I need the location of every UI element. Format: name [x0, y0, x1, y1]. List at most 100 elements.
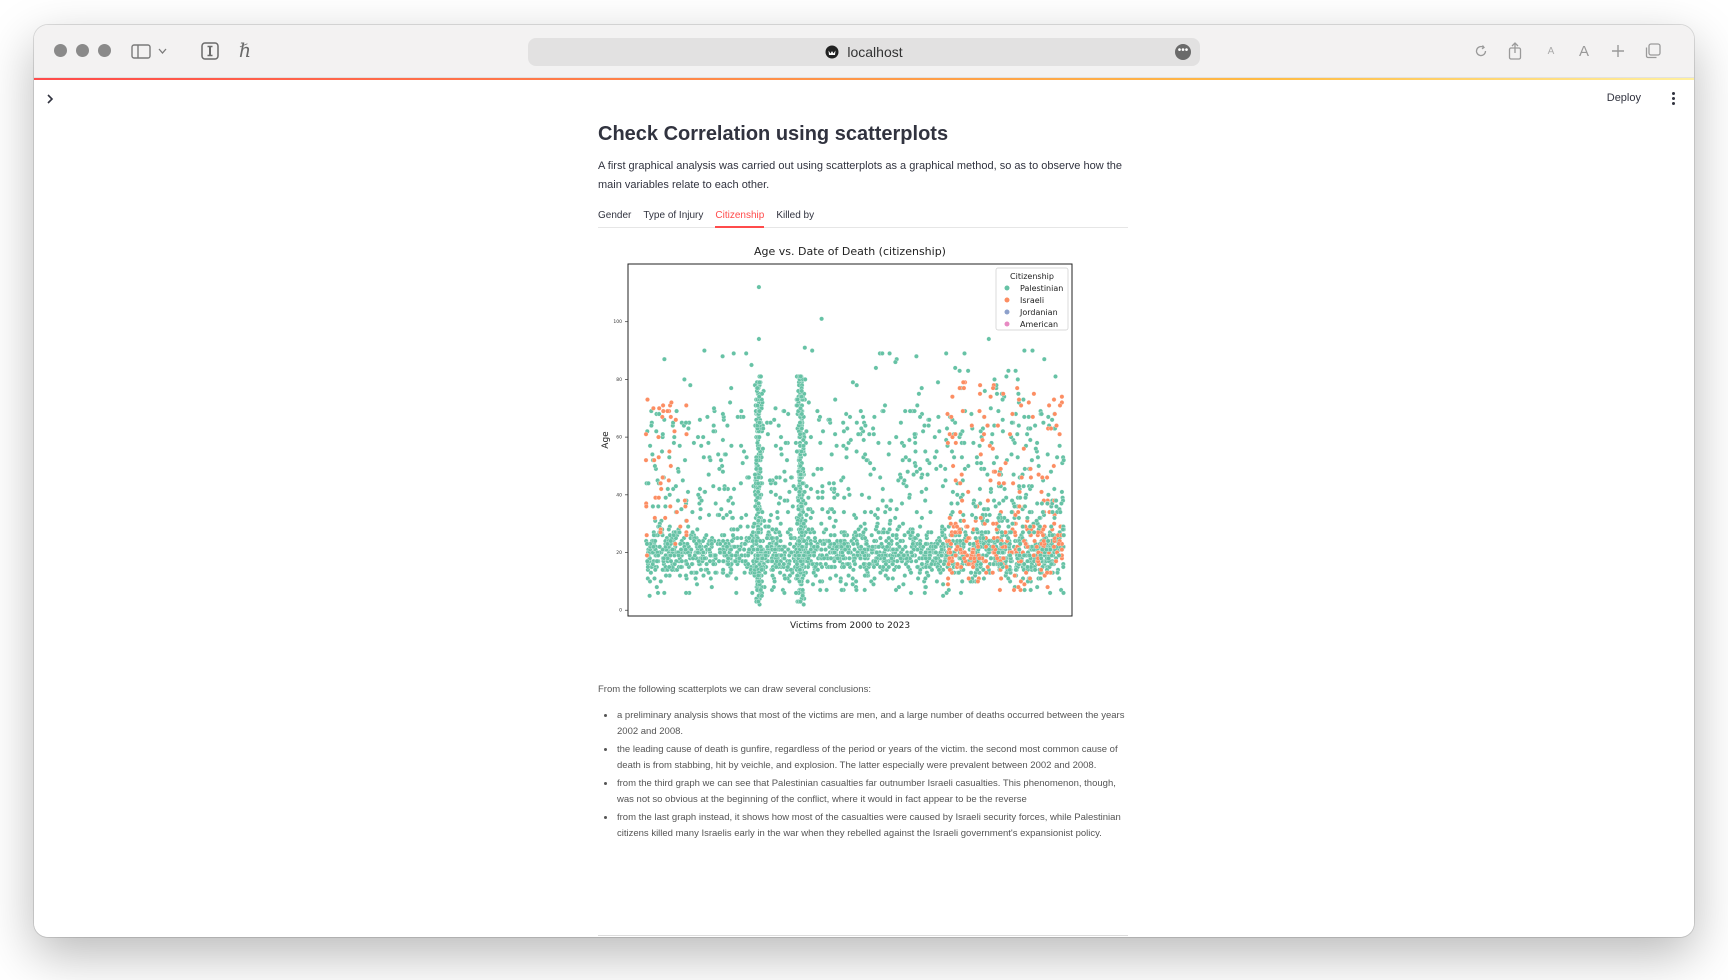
new-tab-icon[interactable] [1610, 38, 1626, 64]
data-point [751, 547, 756, 552]
data-point [943, 351, 949, 356]
tab-type-of-injury[interactable]: Type of Injury [643, 210, 704, 221]
data-point [919, 385, 925, 391]
data-point [919, 489, 925, 495]
more-options-icon[interactable]: ••• [1175, 44, 1191, 60]
data-point [722, 550, 727, 555]
data-point [872, 576, 877, 581]
data-point [978, 561, 984, 567]
data-point [1013, 368, 1018, 374]
data-point [716, 512, 722, 518]
data-point [1032, 538, 1037, 544]
data-point [683, 420, 689, 426]
data-point [835, 492, 840, 498]
data-point [1054, 504, 1059, 509]
data-point [881, 408, 886, 414]
data-point [727, 400, 733, 405]
loading-bar [34, 78, 1694, 80]
data-point [720, 437, 726, 443]
data-point [677, 573, 683, 578]
minimize-window-button[interactable] [76, 44, 89, 57]
data-point [782, 590, 787, 596]
data-point [756, 501, 761, 506]
address-bar[interactable]: localhost ••• [528, 38, 1200, 66]
data-point [896, 564, 902, 570]
data-point [778, 521, 784, 527]
data-point [682, 457, 688, 463]
data-point [771, 584, 777, 590]
conclusions-intro: From the following scatterplots we can d… [598, 684, 871, 695]
data-point [846, 573, 851, 578]
data-point [648, 570, 654, 576]
deploy-button[interactable]: Deploy [1606, 92, 1641, 104]
text-smaller-icon[interactable]: A [1547, 45, 1555, 57]
data-point [986, 538, 992, 544]
data-point [945, 581, 951, 587]
data-point [977, 382, 983, 388]
data-point [667, 504, 673, 509]
y-tick-label: 20 [616, 550, 622, 556]
reader-icon[interactable] [200, 38, 220, 64]
data-point [966, 576, 972, 581]
data-point [971, 440, 976, 446]
tab-citizenship[interactable]: Citizenship [715, 210, 764, 228]
close-window-button[interactable] [54, 44, 67, 57]
data-point [652, 576, 657, 581]
data-point [700, 434, 706, 440]
tab-killed-by[interactable]: Killed by [776, 210, 815, 221]
data-point [841, 428, 847, 434]
data-point [984, 518, 990, 524]
data-point [728, 385, 734, 391]
data-point [958, 590, 964, 596]
tab-gender[interactable]: Gender [598, 210, 632, 221]
maximize-window-button[interactable] [98, 44, 111, 57]
data-point [1012, 529, 1018, 535]
data-point [658, 579, 664, 584]
data-point [981, 506, 987, 512]
data-point [840, 475, 846, 480]
data-point [887, 440, 892, 446]
extension-icon[interactable]: ℏ [238, 40, 252, 62]
data-point [1031, 529, 1037, 535]
data-point [923, 541, 929, 547]
data-point [846, 486, 851, 492]
data-point [818, 521, 824, 527]
data-point [1012, 573, 1018, 578]
main-menu-icon[interactable] [1666, 90, 1680, 106]
reload-icon[interactable] [1472, 38, 1490, 64]
data-point [1007, 431, 1013, 437]
tab-overview-icon[interactable] [1644, 38, 1662, 64]
chevron-down-icon[interactable] [156, 38, 168, 64]
data-point [756, 394, 762, 400]
data-point [817, 440, 823, 446]
data-point [828, 532, 834, 538]
data-point [832, 397, 838, 402]
data-point [705, 414, 710, 420]
tab-bar: Gender Type of Injury Citizenship Killed by [598, 210, 1128, 228]
sidebar-expand-icon[interactable] [46, 91, 54, 107]
data-point [960, 408, 966, 414]
sidebar-icon[interactable] [130, 38, 152, 64]
data-point [899, 501, 905, 506]
data-point [981, 576, 987, 581]
data-point [853, 579, 859, 584]
data-point [757, 538, 763, 544]
data-point [804, 512, 809, 518]
data-point [884, 504, 889, 509]
data-point [858, 408, 864, 414]
data-point [685, 489, 691, 495]
text-larger-icon[interactable]: A [1578, 42, 1589, 60]
share-icon[interactable] [1506, 38, 1524, 64]
data-point [773, 443, 779, 449]
data-point [953, 478, 959, 483]
data-point [1010, 521, 1015, 527]
data-point [939, 547, 945, 552]
data-point [854, 449, 859, 454]
data-point [817, 579, 823, 584]
data-point [847, 555, 852, 561]
data-point [1060, 564, 1066, 570]
data-point [806, 400, 812, 405]
data-point [697, 515, 703, 521]
data-point [785, 411, 791, 417]
data-point [808, 486, 814, 492]
